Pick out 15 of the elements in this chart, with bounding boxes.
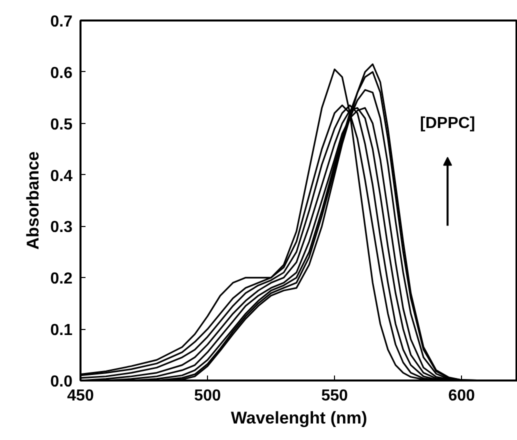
- y-tick-label: 0.1: [50, 322, 73, 340]
- y-tick-label: 0.3: [50, 219, 73, 236]
- x-tick-label: 600: [448, 388, 476, 404]
- x-axis-title: Wavelenght (nm): [230, 408, 368, 428]
- y-tick-label: 0.6: [50, 64, 73, 82]
- y-tick-label: 0.7: [50, 14, 73, 30]
- annotation: [DPPC]: [420, 115, 476, 132]
- y-tick-label: 0.4: [50, 168, 73, 185]
- x-tick-label: 550: [321, 388, 348, 404]
- y-tick-label: 0.2: [50, 270, 73, 288]
- x-tick-label: 500: [194, 388, 221, 404]
- x-tick-label: 450: [67, 388, 94, 404]
- y-tick-label: 0.5: [50, 116, 73, 134]
- y-tick-label: 0.0: [50, 374, 73, 390]
- y-axis-title: Absorbance: [23, 151, 42, 250]
